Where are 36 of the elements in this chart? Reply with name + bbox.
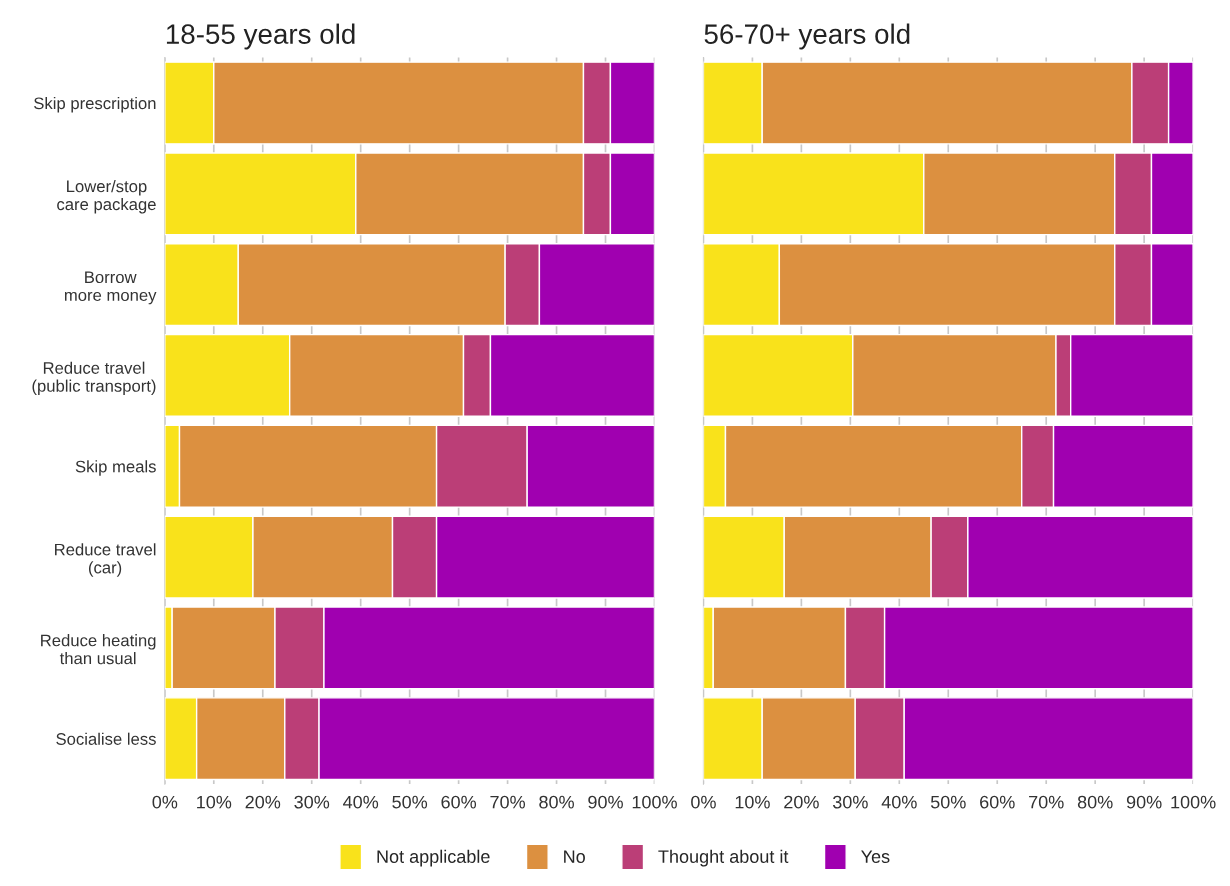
- x-tick-label: 20%: [245, 795, 281, 809]
- x-tick-label: 20%: [784, 795, 819, 809]
- x-tick-label: 60%: [441, 795, 477, 809]
- x-tick-label: 40%: [881, 795, 917, 809]
- chart-title: 18-55 years old: [166, 23, 355, 50]
- x-tick-label: 60%: [980, 795, 1015, 809]
- y-tick-label: Reduce heating than usual: [41, 634, 156, 665]
- x-tick-label: 90%: [588, 795, 623, 809]
- y-tick-label: Socialise less: [56, 732, 156, 745]
- y-tick-label: Reduce travel (public transport): [32, 361, 156, 396]
- x-tick-label: 40%: [343, 795, 379, 809]
- chart-title: 56-70+ years old: [704, 23, 910, 50]
- x-tick-label: 0%: [152, 795, 178, 809]
- x-tick-label: 50%: [930, 795, 966, 809]
- x-tick-label: 10%: [735, 795, 770, 809]
- x-tick-label: 100%: [1171, 795, 1216, 809]
- x-tick-label: 100%: [632, 795, 677, 809]
- y-tick-label: Reduce travel (car): [55, 543, 156, 577]
- legend-label: No: [564, 850, 585, 863]
- y-tick-label: Skip meals: [75, 460, 156, 476]
- legend-label: Thought about it: [658, 849, 789, 867]
- x-tick-label: 80%: [1077, 795, 1113, 809]
- x-tick-label: 70%: [1029, 795, 1064, 809]
- x-tick-label: 80%: [539, 795, 574, 809]
- x-tick-label: 30%: [832, 795, 868, 809]
- y-tick-label: Lower/stop care package: [57, 180, 156, 214]
- legend-label: Not applicable: [377, 849, 490, 867]
- y-tick-label: Borrow more money: [64, 271, 157, 305]
- x-tick-label: 10%: [197, 795, 232, 809]
- x-tick-label: 70%: [490, 795, 526, 809]
- x-tick-label: 50%: [392, 795, 428, 809]
- x-tick-label: 30%: [294, 795, 330, 809]
- x-tick-label: 0%: [691, 795, 716, 809]
- x-tick-label: 90%: [1126, 795, 1162, 809]
- legend-label: Yes: [861, 850, 890, 863]
- y-tick-label: Skip prescription: [34, 96, 156, 113]
